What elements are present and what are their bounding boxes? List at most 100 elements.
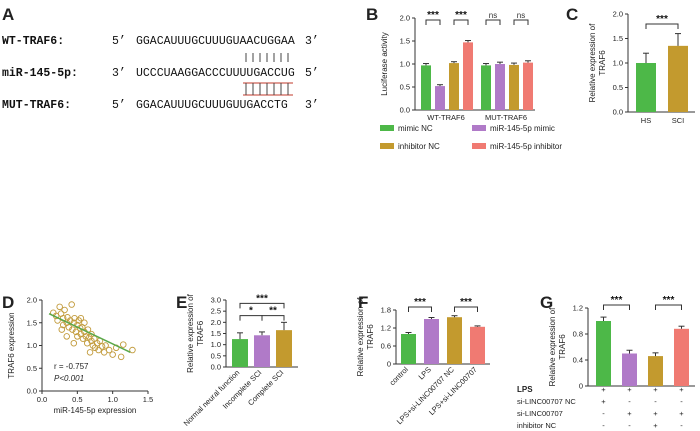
y-tick-label: 0.6 — [381, 342, 391, 351]
legend-swatch — [472, 125, 486, 131]
panel-label-g: G — [540, 293, 553, 312]
panel-label-c: C — [566, 5, 578, 24]
legend-swatch — [380, 143, 394, 149]
panel-b-chart: 0.0 0.5 1.0 1.5 2.0 Luciferase activity WT-TRA… — [380, 10, 562, 151]
condition-cell: + — [679, 409, 684, 418]
y-tick-label: 0.0 — [613, 108, 623, 117]
scatter-point — [69, 326, 76, 333]
regression-line — [48, 312, 131, 354]
y-tick-label: 1.8 — [381, 306, 391, 315]
bar — [254, 335, 270, 367]
x-category-label: LPS — [417, 365, 433, 381]
y-tick-label: 0.5 — [211, 351, 221, 360]
mir-sequence: UCCCUAAGGACCCUUUUGACCUG — [136, 67, 295, 80]
y-axis-title-line2: TRAF6 — [558, 334, 567, 360]
scatter-point — [68, 301, 75, 308]
y-tick-label: 1.2 — [573, 304, 583, 313]
y-axis-title: Luciferase activity — [380, 32, 389, 96]
mir-prime-5: 5’ — [305, 67, 319, 80]
y-tick-label: 1.5 — [211, 329, 221, 338]
panel-d-chart: 0.0 0.5 1.0 1.5 2.0 TRAF6 expression 0.0 0.5 1.0… — [7, 296, 153, 416]
panel-label-f: F — [358, 293, 368, 312]
scatter-point — [102, 342, 109, 349]
condition-cell: - — [602, 409, 605, 418]
bar — [636, 63, 656, 112]
significance-label: *** — [663, 295, 675, 306]
y-tick-label: 0.8 — [573, 330, 583, 339]
significance-label: *** — [414, 297, 426, 308]
wt-name: WT-TRAF6: — [2, 35, 64, 48]
significance-label: * — [249, 306, 253, 317]
bar — [449, 63, 459, 110]
scatter-point — [109, 351, 116, 358]
y-tick-label: 0 — [387, 360, 391, 369]
significance-label: *** — [455, 10, 467, 21]
scatter-point — [74, 333, 81, 340]
y-tick-label: 3.0 — [211, 296, 221, 305]
scatter-point — [117, 353, 125, 361]
scatter-point — [86, 349, 94, 356]
significance-bracket — [408, 306, 432, 312]
x-tick-label: 0.0 — [37, 395, 47, 404]
x-tick-label: 0.5 — [72, 395, 82, 404]
x-category-label: SCI — [672, 116, 685, 125]
legend-label: inhibitor NC — [398, 142, 440, 151]
y-tick-label: 2.0 — [400, 14, 410, 23]
condition-cell: + — [679, 385, 684, 394]
mut-name: MUT-TRAF6: — [2, 99, 71, 112]
y-tick-label: 1.0 — [400, 60, 410, 69]
significance-bracket — [603, 304, 630, 310]
significance-label: *** — [656, 14, 668, 25]
y-tick-label: 1.5 — [27, 318, 37, 327]
condition-cell: + — [627, 385, 632, 394]
significance-bracket — [454, 306, 478, 312]
scatter-point — [65, 324, 73, 331]
panel-label-b: B — [366, 5, 378, 24]
y-tick-label: 0.0 — [400, 106, 410, 115]
y-tick-label: 1.5 — [400, 37, 410, 46]
mut-prime-3: 3’ — [305, 99, 319, 112]
x-tick-label: 1.0 — [107, 395, 117, 404]
panel-a: A WT-TRAF6: 5’ GGACAUUUGCUUUGUAACUGGAA 3… — [2, 5, 319, 112]
significance-label: *** — [460, 297, 472, 308]
condition-cell: - — [628, 421, 631, 430]
significance-label: ** — [269, 306, 277, 317]
significance-bracket — [485, 19, 501, 25]
legend-label: mimic NC — [398, 124, 433, 133]
bar — [401, 334, 416, 364]
scatter-point — [98, 343, 106, 350]
bar — [276, 330, 292, 367]
y-tick-label: 2.0 — [27, 296, 37, 305]
pairing-bars-wt — [245, 53, 289, 62]
legend-swatch — [472, 143, 486, 149]
condition-cell: + — [653, 421, 658, 430]
bar — [648, 356, 663, 386]
panel-f-chart: 0 0.6 1.2 1.8 Relative expression of TRAF6 con… — [356, 297, 490, 426]
significance-label: ns — [489, 11, 497, 20]
y-tick-label: 0 — [579, 382, 583, 391]
condition-row-label: si-LINC00707 NC — [517, 397, 576, 406]
bar — [232, 339, 248, 367]
y-tick-label: 1.0 — [613, 59, 623, 68]
scatter-point — [105, 346, 113, 354]
mut-prime-5: 5’ — [112, 99, 126, 112]
significance-bracket — [513, 19, 529, 25]
wt-prime-3: 3’ — [305, 35, 319, 48]
scatter-point — [77, 314, 85, 322]
panel-label-d: D — [2, 293, 14, 312]
scatter-point — [88, 330, 95, 338]
mut-row: MUT-TRAF6: 5’ GGACAUUUGCUUUGUUGACCTG 3’ — [2, 99, 319, 112]
bar — [674, 328, 689, 386]
bar — [470, 326, 485, 364]
scatter-point — [58, 326, 66, 333]
legend-label: miR-145-5p inhibitor — [490, 142, 562, 151]
correlation-r: r = -0.757 — [54, 362, 89, 371]
y-axis-title-line2: TRAF6 — [366, 324, 375, 350]
bar — [421, 65, 431, 110]
panel-g-chart: 0 0.4 0.8 1.2 Relative expression of TRAF6 ***… — [517, 295, 695, 430]
mir-prime-3: 3’ — [112, 67, 126, 80]
y-axis-title-line2: TRAF6 — [196, 320, 205, 346]
x-category-label: WT-TRAF6 — [427, 113, 465, 122]
y-tick-label: 2.5 — [211, 307, 221, 316]
